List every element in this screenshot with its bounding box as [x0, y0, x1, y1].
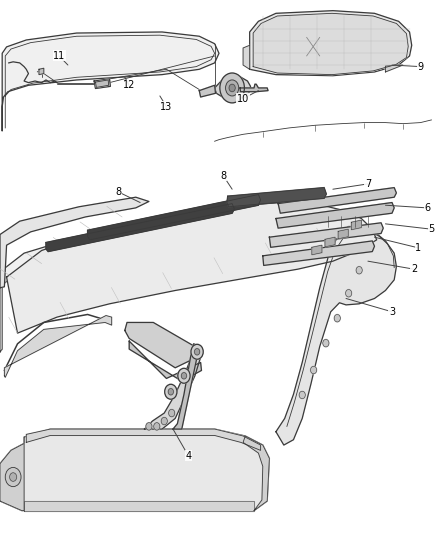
Polygon shape: [215, 77, 251, 99]
Text: 12: 12: [123, 80, 135, 90]
Text: 6: 6: [424, 203, 430, 213]
Polygon shape: [240, 84, 268, 92]
Polygon shape: [243, 45, 250, 69]
Text: 5: 5: [428, 224, 434, 234]
Polygon shape: [325, 237, 335, 247]
Circle shape: [194, 349, 200, 355]
Circle shape: [299, 391, 305, 399]
Polygon shape: [0, 429, 269, 511]
Polygon shape: [385, 65, 403, 72]
Circle shape: [323, 340, 329, 347]
Polygon shape: [243, 436, 269, 511]
Circle shape: [181, 373, 187, 379]
Text: 1: 1: [415, 243, 421, 253]
Circle shape: [356, 266, 362, 274]
Polygon shape: [94, 79, 110, 88]
Circle shape: [10, 473, 17, 481]
Polygon shape: [39, 68, 44, 75]
Polygon shape: [2, 32, 219, 131]
Polygon shape: [263, 241, 374, 265]
Circle shape: [154, 423, 160, 430]
Polygon shape: [0, 213, 243, 352]
Text: 3: 3: [389, 307, 395, 317]
Circle shape: [220, 73, 244, 103]
Polygon shape: [0, 443, 24, 511]
Polygon shape: [0, 197, 149, 288]
Circle shape: [178, 368, 190, 383]
Polygon shape: [125, 322, 199, 368]
Text: 10: 10: [237, 94, 249, 103]
Polygon shape: [199, 85, 215, 97]
Polygon shape: [88, 195, 261, 240]
Circle shape: [146, 423, 152, 430]
Polygon shape: [7, 203, 377, 333]
Text: 7: 7: [365, 179, 371, 189]
Circle shape: [5, 467, 21, 487]
Polygon shape: [95, 80, 109, 87]
Circle shape: [311, 366, 317, 374]
Circle shape: [226, 80, 239, 96]
Text: 9: 9: [417, 62, 424, 71]
Polygon shape: [4, 316, 112, 377]
Polygon shape: [253, 13, 408, 75]
Circle shape: [165, 384, 177, 399]
Text: 4: 4: [185, 451, 191, 461]
Text: 8: 8: [115, 187, 121, 197]
Polygon shape: [276, 203, 394, 228]
Polygon shape: [250, 11, 412, 76]
Circle shape: [229, 84, 235, 92]
Text: 8: 8: [220, 171, 226, 181]
Polygon shape: [338, 229, 348, 239]
Polygon shape: [173, 344, 199, 429]
Text: 13: 13: [160, 102, 173, 111]
Text: 11: 11: [53, 51, 65, 61]
Polygon shape: [0, 272, 2, 352]
Polygon shape: [46, 204, 234, 252]
Polygon shape: [145, 346, 201, 429]
Polygon shape: [26, 429, 261, 450]
Text: 2: 2: [411, 264, 417, 274]
Circle shape: [168, 389, 173, 395]
Polygon shape: [269, 223, 383, 247]
Circle shape: [334, 314, 340, 322]
Polygon shape: [351, 220, 361, 230]
Circle shape: [161, 417, 167, 425]
Polygon shape: [276, 227, 396, 445]
Polygon shape: [312, 245, 322, 255]
Polygon shape: [227, 188, 326, 207]
Circle shape: [191, 344, 203, 359]
Polygon shape: [129, 341, 201, 381]
Polygon shape: [278, 188, 396, 213]
Circle shape: [169, 409, 175, 417]
Polygon shape: [24, 501, 254, 511]
Circle shape: [346, 289, 352, 297]
